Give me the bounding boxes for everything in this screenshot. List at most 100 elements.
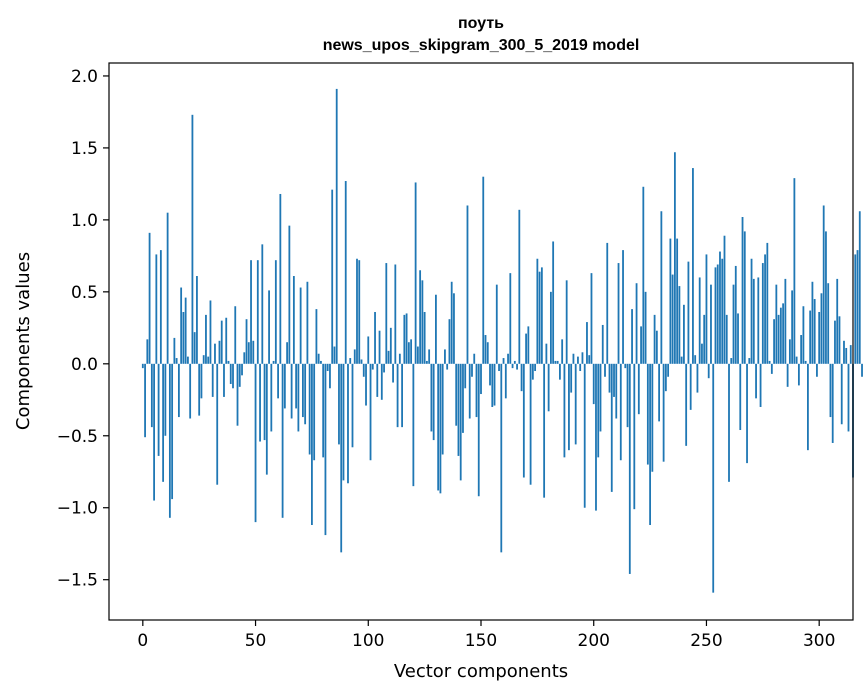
bar-194 [579, 363, 582, 372]
bar-271 [752, 278, 755, 364]
bar-88 [340, 363, 343, 553]
bar-244 [692, 168, 694, 364]
bar-83 [329, 363, 331, 389]
bar-109 [387, 350, 390, 364]
bar-172 [529, 363, 532, 485]
bar-235 [671, 274, 674, 364]
y-axis-label: Components values [13, 252, 34, 430]
bar-85 [333, 346, 336, 364]
bar-80 [322, 363, 325, 458]
bar-272 [755, 363, 757, 399]
bar-290 [795, 356, 798, 364]
bar-196 [583, 363, 586, 508]
bar-70 [299, 287, 302, 364]
bar-103 [374, 311, 376, 364]
bar-205 [604, 363, 606, 377]
x-tick-label: 250 [690, 631, 722, 651]
bar-243 [689, 363, 692, 410]
bar-115 [401, 363, 403, 428]
bar-231 [662, 363, 665, 462]
bar-207 [608, 363, 611, 393]
bar-35 [220, 320, 223, 364]
bar-295 [807, 363, 809, 451]
bar-232 [664, 363, 667, 392]
bar-252 [710, 284, 712, 364]
bar-148 [475, 363, 478, 418]
bar-279 [770, 363, 773, 374]
bar-79 [320, 360, 322, 364]
bar-49 [252, 340, 255, 364]
bar-238 [678, 286, 681, 364]
bar-229 [658, 363, 661, 422]
bar-197 [586, 322, 588, 364]
x-tick-label: 0 [137, 631, 148, 651]
bar-129 [432, 363, 435, 441]
bar-95 [356, 258, 358, 364]
bar-187 [563, 363, 566, 458]
bar-77 [315, 309, 318, 364]
bar-133 [441, 363, 444, 455]
bar-87 [338, 363, 340, 445]
bar-6 [155, 254, 158, 364]
bar-225 [649, 363, 651, 526]
bar-140 [457, 363, 460, 456]
bar-9 [162, 363, 165, 482]
bar-122 [416, 346, 419, 364]
bar-12 [168, 363, 171, 518]
bar-263 [734, 265, 737, 364]
bar-32 [214, 343, 216, 364]
bar-260 [728, 363, 730, 482]
bar-203 [599, 363, 602, 432]
bar-107 [383, 363, 385, 373]
bar-212 [619, 363, 622, 461]
bar-153 [486, 342, 489, 364]
bar-283 [779, 307, 782, 364]
bars-group [141, 88, 863, 593]
bar-64 [286, 342, 289, 364]
bar-253 [712, 363, 715, 593]
bar-5 [153, 363, 155, 501]
bar-298 [813, 299, 816, 364]
bar-223 [644, 291, 647, 364]
bar-114 [398, 353, 401, 364]
bar-4 [150, 363, 153, 428]
bar-91 [347, 363, 349, 484]
bar-288 [791, 290, 794, 364]
bar-156 [493, 363, 496, 406]
bar-282 [777, 314, 780, 364]
bar-162 [507, 353, 509, 364]
bar-259 [725, 314, 728, 364]
bar-236 [673, 152, 676, 364]
bar-239 [680, 356, 683, 364]
bar-246 [696, 363, 699, 393]
bar-7 [157, 363, 160, 456]
bar-17 [180, 287, 183, 364]
bar-66 [290, 363, 293, 419]
bar-189 [568, 363, 570, 451]
y-tick-label: −1.0 [57, 499, 98, 519]
bar-193 [577, 356, 579, 364]
bar-185 [559, 363, 561, 380]
bar-78 [317, 353, 320, 364]
x-tick-label: 50 [245, 631, 267, 651]
bar-41 [234, 306, 237, 364]
chart-title-line-1: поуть [458, 15, 504, 32]
bar-101 [369, 363, 372, 461]
bar-155 [491, 363, 494, 407]
bar-13 [171, 363, 174, 500]
bar-56 [268, 290, 270, 364]
bar-220 [637, 363, 640, 415]
bar-318 [858, 211, 861, 364]
bar-289 [793, 178, 796, 364]
bar-158 [498, 363, 500, 372]
bar-69 [297, 363, 300, 432]
bar-308 [836, 278, 839, 364]
bar-19 [184, 297, 187, 364]
bar-25 [198, 363, 201, 416]
bar-296 [809, 310, 812, 364]
bar-126 [425, 360, 428, 364]
bar-65 [288, 225, 291, 364]
bar-141 [459, 363, 462, 481]
bar-284 [782, 303, 785, 364]
y-tick-label: 1.5 [71, 139, 98, 159]
